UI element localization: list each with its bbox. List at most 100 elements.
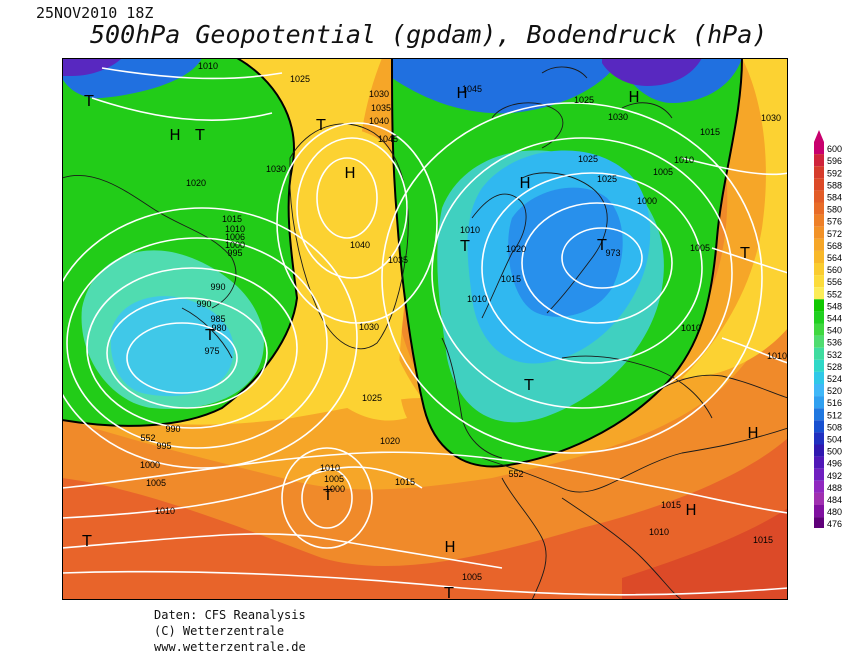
isobar-label: 1040 [369,116,389,126]
legend-label: 528 [827,362,842,372]
legend-label: 584 [827,193,842,203]
high-pressure-marker: H [444,538,455,556]
isobar-label: 1015 [222,214,242,224]
coastlines [62,66,788,600]
height-field-blue-north [62,58,742,114]
valid-time: 25NOV2010 18Z [36,4,154,22]
isobar-label: 1030 [761,113,781,123]
legend-swatch [814,275,824,288]
legend-swatch [814,323,824,336]
legend-label: 524 [827,374,842,384]
isobar-label: 1010 [767,351,787,361]
isobar-label: 990 [196,299,211,309]
legend-swatch [814,505,824,518]
isobar-label: 1025 [290,74,310,84]
isobar-label: 1030 [359,322,379,332]
legend-label: 488 [827,483,842,493]
legend-swatch [814,480,824,493]
legend-swatch [814,263,824,276]
isobar-label: 1010 [674,155,694,165]
legend-label: 580 [827,205,842,215]
isobar-label: 1010 [155,506,175,516]
isobar-label: 1010 [467,294,487,304]
isobar-label: 1025 [578,154,598,164]
legend-swatch [814,396,824,409]
legend-label: 576 [827,217,842,227]
legend-swatch [814,347,824,360]
legend-label: 516 [827,398,842,408]
legend-swatch [814,238,824,251]
low-pressure-marker: T [596,236,607,254]
isobar-label: 975 [204,346,219,356]
credit-data-source: Daten: CFS Reanalysis [154,608,306,622]
low-pressure-marker: T [459,237,470,255]
low-pressure-marker: T [81,532,92,550]
high-pressure-marker: H [441,58,452,62]
isobar-label: 985 [210,314,225,324]
isobar-label: 1045 [462,84,482,94]
height-field-560 [62,438,788,600]
isobar-label: 1010 [681,323,701,333]
isobar-label: 552 [140,433,155,443]
isobars [62,67,788,596]
isobar-label: 973 [605,248,620,258]
isobar-label: 980 [211,323,226,333]
pressure-centres: THTHHHHTTTTTTHHTHTHT [81,58,758,600]
low-pressure-marker: T [204,326,215,344]
height-field-528-west [110,296,234,397]
isobar-label: 995 [156,441,171,451]
isobar-label: 1005 [146,478,166,488]
legend-swatch [814,166,824,179]
legend-label: 552 [827,289,842,299]
isobar-label: 1005 [462,572,482,582]
legend-swatch [814,287,824,300]
legend-swatch [814,311,824,324]
isobar-label: 990 [165,424,180,434]
isobar-label: 1005 [653,167,673,177]
legend-label: 544 [827,314,842,324]
isobar-label: 1015 [753,535,773,545]
low-pressure-marker: T [523,376,534,394]
legend-label: 572 [827,229,842,239]
isobar-label: 1015 [661,500,681,510]
legend-label: 484 [827,495,842,505]
legend-swatch [814,444,824,457]
legend-label: 560 [827,265,842,275]
legend-label: 596 [827,156,842,166]
high-pressure-marker: H [456,84,467,102]
legend-label: 600 [827,144,842,154]
high-pressure-marker: H [169,126,180,144]
legend-swatch [814,214,824,227]
isobar-label: 1000 [637,196,657,206]
high-pressure-marker: H [685,501,696,519]
isobar-label: 990 [210,282,225,292]
low-pressure-marker: T [194,126,205,144]
isobar-label: 1015 [395,477,415,487]
legend-label: 520 [827,386,842,396]
legend-label: 556 [827,277,842,287]
legend-label: 548 [827,301,842,311]
isobar-label: 1015 [700,127,720,137]
legend-label: 476 [827,519,842,528]
isobar-label: 1025 [362,393,382,403]
legend-label: 536 [827,338,842,348]
pressure-labels: 1010 1025 1030 1035 1040 1045 1030 1045 1025 1030… [140,61,787,582]
weather-map: 1010 1025 1030 1035 1040 1045 1030 1045 1025 1030… [62,58,788,600]
legend-arrow-top [814,130,824,142]
legend-label: 492 [827,471,842,481]
legend-swatch [814,335,824,348]
height-field-564 [622,508,788,600]
isobar-label: 1040 [350,240,370,250]
legend-label: 480 [827,507,842,517]
legend-swatch [814,250,824,263]
isobar-label: 1005 [690,243,710,253]
legend-label: 540 [827,326,842,336]
legend-label: 496 [827,459,842,469]
legend-label: 564 [827,253,842,263]
low-pressure-marker: T [315,116,326,134]
legend-swatch [814,359,824,372]
isobar-label: 1010 [320,463,340,473]
isobar-label: 1010 [225,224,245,234]
legend-swatch [814,226,824,239]
legend-label: 504 [827,435,842,445]
